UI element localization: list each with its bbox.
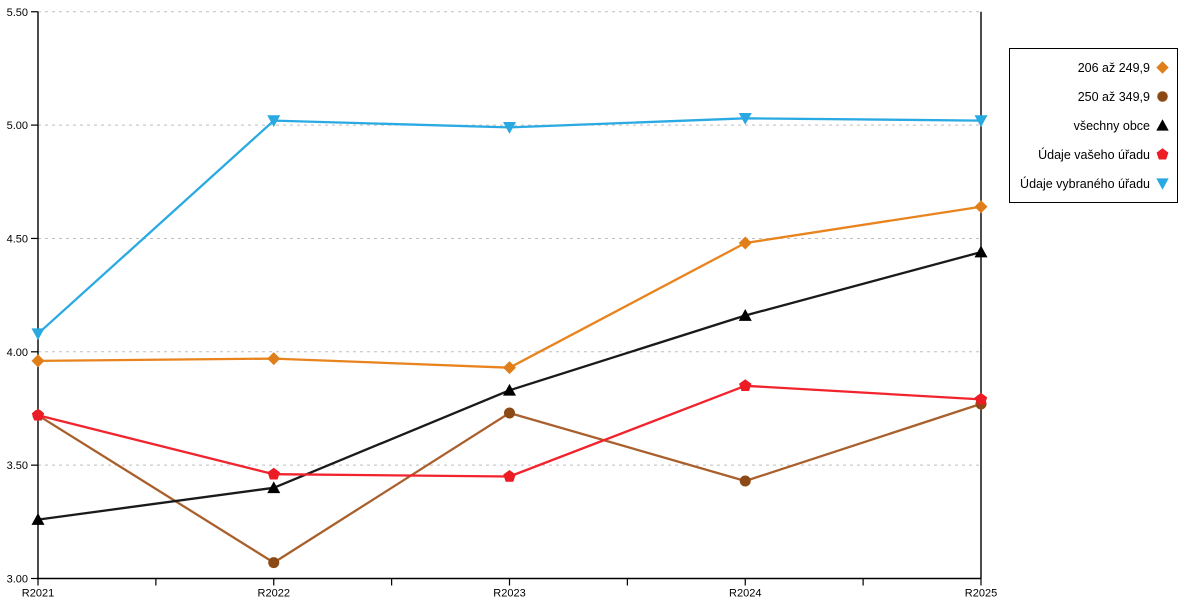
triangle-down-marker-icon xyxy=(267,115,281,128)
triangle-down-marker-icon xyxy=(738,112,752,125)
triangle-up-marker-icon xyxy=(31,513,45,525)
y-tick-label: 4.00 xyxy=(7,347,28,359)
series-line-1 xyxy=(37,402,982,564)
diamond-marker-icon xyxy=(503,361,516,375)
pentagon-marker-icon xyxy=(974,392,988,405)
legend-label: 250 až 349,9 xyxy=(1077,89,1150,104)
y-tick-label: 5.00 xyxy=(7,120,28,132)
circle-marker-icon xyxy=(739,475,751,487)
series-line-3 xyxy=(37,384,982,478)
circle-marker-icon xyxy=(1157,91,1168,102)
series-line-0 xyxy=(37,205,982,369)
legend-label: všechny obce xyxy=(1073,118,1150,133)
legend-item: 250 až 349,9 xyxy=(1010,89,1177,104)
legend-item: 206 až 249,9 xyxy=(1010,60,1177,75)
y-tick-label: 3.50 xyxy=(7,460,28,472)
series-line-4 xyxy=(37,117,982,335)
triangle-down-marker-icon xyxy=(974,115,988,128)
diamond-marker-icon xyxy=(1156,61,1169,74)
x-tick-label: R2024 xyxy=(729,588,761,600)
legend-label: 206 až 249,9 xyxy=(1077,60,1150,75)
legend-label: Údaje vybraného úřadu xyxy=(1020,176,1150,191)
y-tick-label: 3.00 xyxy=(7,574,28,586)
legend-item: všechny obce xyxy=(1010,118,1177,133)
triangle-up-marker-icon xyxy=(974,245,988,258)
y-tick-label: 4.50 xyxy=(7,233,28,245)
triangle-down-marker-icon xyxy=(503,122,516,134)
pentagon-marker-icon xyxy=(503,469,516,482)
triangle-up-marker-icon xyxy=(738,309,752,321)
triangle-up-marker-icon xyxy=(1156,119,1169,131)
triangle-down-marker-icon xyxy=(31,328,45,341)
circle-marker-icon xyxy=(503,407,516,419)
y-tick-label: 5.50 xyxy=(7,7,28,19)
legend-label: Údaje vašeho úřadu xyxy=(1038,147,1150,162)
triangle-up-marker-icon xyxy=(503,383,516,396)
triangle-down-marker-icon xyxy=(1156,178,1169,190)
circle-marker-icon xyxy=(1157,91,1168,102)
x-tick-label: R2022 xyxy=(258,588,290,600)
pentagon-marker-icon xyxy=(31,408,45,421)
diamond-marker-icon xyxy=(1156,61,1169,74)
triangle-up-marker-icon xyxy=(1156,119,1169,131)
pentagon-marker-icon xyxy=(1156,148,1169,160)
diamond-marker-icon xyxy=(974,200,988,214)
x-tick-label: R2025 xyxy=(965,588,997,600)
triangle-up-marker-icon xyxy=(267,481,281,494)
legend-item: Údaje vybraného úřadu xyxy=(1010,176,1177,191)
legend-item: Údaje vašeho úřadu xyxy=(1010,147,1177,162)
x-tick-label: R2023 xyxy=(493,588,525,600)
legend-box: 206 až 249,9 250 až 349,9 všechny obce Ú… xyxy=(1009,48,1178,203)
pentagon-marker-icon xyxy=(267,467,280,480)
triangle-down-marker-icon xyxy=(1156,178,1169,190)
diamond-marker-icon xyxy=(31,354,45,368)
circle-marker-icon xyxy=(268,557,280,569)
diamond-marker-icon xyxy=(738,236,752,250)
diamond-marker-icon xyxy=(267,352,281,366)
pentagon-marker-icon xyxy=(1156,148,1169,160)
x-tick-label: R2021 xyxy=(22,588,54,600)
pentagon-marker-icon xyxy=(739,379,752,392)
